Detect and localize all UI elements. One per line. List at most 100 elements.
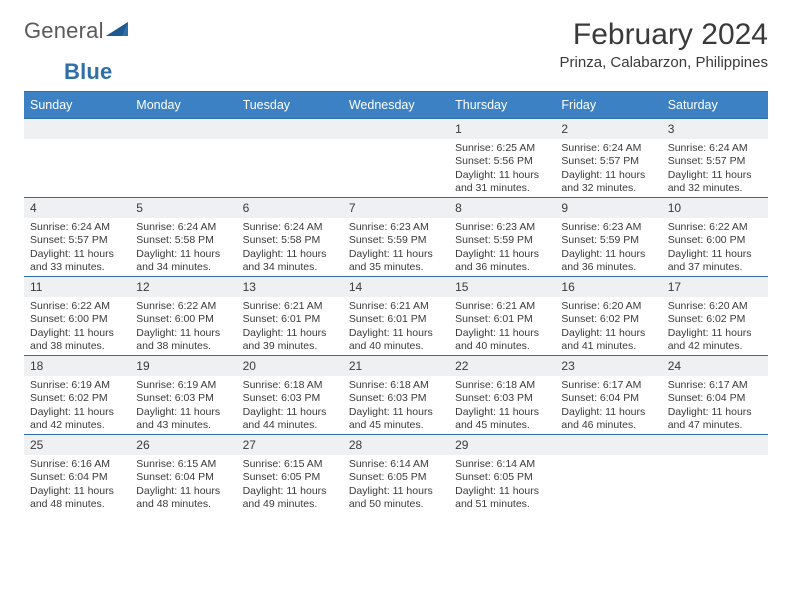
daylight-text: and 43 minutes. bbox=[136, 419, 230, 432]
day-number: 18 bbox=[24, 356, 130, 376]
day-body: Sunrise: 6:22 AMSunset: 6:00 PMDaylight:… bbox=[662, 218, 768, 276]
sunrise-text: Sunrise: 6:22 AM bbox=[30, 300, 124, 313]
day-number: 20 bbox=[237, 356, 343, 376]
day-body bbox=[24, 139, 130, 197]
sunset-text: Sunset: 6:00 PM bbox=[30, 313, 124, 326]
daylight-text: Daylight: 11 hours bbox=[136, 248, 230, 261]
day-number: 5 bbox=[130, 198, 236, 218]
day-number: 10 bbox=[662, 198, 768, 218]
day-header-row: Sunday Monday Tuesday Wednesday Thursday… bbox=[24, 92, 768, 118]
sunset-text: Sunset: 6:02 PM bbox=[668, 313, 762, 326]
daylight-text: Daylight: 11 hours bbox=[136, 406, 230, 419]
day-body bbox=[662, 455, 768, 513]
day-number: 21 bbox=[343, 356, 449, 376]
daylight-text: and 34 minutes. bbox=[136, 261, 230, 274]
day-number: 29 bbox=[449, 435, 555, 455]
day-body: Sunrise: 6:24 AMSunset: 5:57 PMDaylight:… bbox=[662, 139, 768, 197]
sunrise-text: Sunrise: 6:14 AM bbox=[455, 458, 549, 471]
day-body: Sunrise: 6:19 AMSunset: 6:03 PMDaylight:… bbox=[130, 376, 236, 434]
day-body: Sunrise: 6:22 AMSunset: 6:00 PMDaylight:… bbox=[24, 297, 130, 355]
daylight-text: and 44 minutes. bbox=[243, 419, 337, 432]
day-number: 8 bbox=[449, 198, 555, 218]
calendar-page: General February 2024 Prinza, Calabarzon… bbox=[0, 0, 792, 523]
day-number: 13 bbox=[237, 277, 343, 297]
daylight-text: and 49 minutes. bbox=[243, 498, 337, 511]
daylight-text: and 42 minutes. bbox=[668, 340, 762, 353]
daylight-text: and 35 minutes. bbox=[349, 261, 443, 274]
daylight-text: Daylight: 11 hours bbox=[668, 327, 762, 340]
daybody-row: Sunrise: 6:24 AMSunset: 5:57 PMDaylight:… bbox=[24, 218, 768, 276]
day-number bbox=[130, 119, 236, 139]
sunset-text: Sunset: 5:59 PM bbox=[455, 234, 549, 247]
daylight-text: and 45 minutes. bbox=[455, 419, 549, 432]
day-body: Sunrise: 6:19 AMSunset: 6:02 PMDaylight:… bbox=[24, 376, 130, 434]
sunset-text: Sunset: 6:04 PM bbox=[668, 392, 762, 405]
day-number: 4 bbox=[24, 198, 130, 218]
daylight-text: and 40 minutes. bbox=[455, 340, 549, 353]
day-number: 12 bbox=[130, 277, 236, 297]
sunset-text: Sunset: 6:01 PM bbox=[243, 313, 337, 326]
daylight-text: Daylight: 11 hours bbox=[561, 406, 655, 419]
daylight-text: and 32 minutes. bbox=[561, 182, 655, 195]
daylight-text: Daylight: 11 hours bbox=[455, 248, 549, 261]
day-body: Sunrise: 6:21 AMSunset: 6:01 PMDaylight:… bbox=[237, 297, 343, 355]
day-number bbox=[24, 119, 130, 139]
daybody-row: Sunrise: 6:19 AMSunset: 6:02 PMDaylight:… bbox=[24, 376, 768, 434]
day-body: Sunrise: 6:24 AMSunset: 5:57 PMDaylight:… bbox=[24, 218, 130, 276]
day-number: 19 bbox=[130, 356, 236, 376]
sunset-text: Sunset: 6:05 PM bbox=[243, 471, 337, 484]
sunrise-text: Sunrise: 6:16 AM bbox=[30, 458, 124, 471]
day-body: Sunrise: 6:20 AMSunset: 6:02 PMDaylight:… bbox=[662, 297, 768, 355]
day-header: Saturday bbox=[662, 92, 768, 118]
day-body: Sunrise: 6:17 AMSunset: 6:04 PMDaylight:… bbox=[555, 376, 661, 434]
daynum-row: 11121314151617 bbox=[24, 277, 768, 297]
daynum-row: 123 bbox=[24, 119, 768, 139]
day-number: 27 bbox=[237, 435, 343, 455]
daylight-text: Daylight: 11 hours bbox=[455, 169, 549, 182]
day-number: 23 bbox=[555, 356, 661, 376]
sunset-text: Sunset: 5:59 PM bbox=[561, 234, 655, 247]
day-number: 17 bbox=[662, 277, 768, 297]
sunset-text: Sunset: 6:03 PM bbox=[455, 392, 549, 405]
day-body: Sunrise: 6:17 AMSunset: 6:04 PMDaylight:… bbox=[662, 376, 768, 434]
day-number bbox=[237, 119, 343, 139]
sunrise-text: Sunrise: 6:18 AM bbox=[349, 379, 443, 392]
sunrise-text: Sunrise: 6:19 AM bbox=[136, 379, 230, 392]
daylight-text: Daylight: 11 hours bbox=[455, 406, 549, 419]
sunrise-text: Sunrise: 6:24 AM bbox=[668, 142, 762, 155]
day-number bbox=[555, 435, 661, 455]
day-body: Sunrise: 6:24 AMSunset: 5:57 PMDaylight:… bbox=[555, 139, 661, 197]
sunset-text: Sunset: 5:57 PM bbox=[668, 155, 762, 168]
day-number: 6 bbox=[237, 198, 343, 218]
day-number: 24 bbox=[662, 356, 768, 376]
sunrise-text: Sunrise: 6:19 AM bbox=[30, 379, 124, 392]
sunset-text: Sunset: 6:03 PM bbox=[243, 392, 337, 405]
sunrise-text: Sunrise: 6:24 AM bbox=[243, 221, 337, 234]
daylight-text: and 34 minutes. bbox=[243, 261, 337, 274]
sunrise-text: Sunrise: 6:24 AM bbox=[561, 142, 655, 155]
day-body: Sunrise: 6:21 AMSunset: 6:01 PMDaylight:… bbox=[449, 297, 555, 355]
daylight-text: and 36 minutes. bbox=[455, 261, 549, 274]
day-number: 28 bbox=[343, 435, 449, 455]
day-header: Wednesday bbox=[343, 92, 449, 118]
day-body: Sunrise: 6:21 AMSunset: 6:01 PMDaylight:… bbox=[343, 297, 449, 355]
month-title: February 2024 bbox=[560, 18, 768, 52]
daylight-text: and 32 minutes. bbox=[668, 182, 762, 195]
day-body: Sunrise: 6:23 AMSunset: 5:59 PMDaylight:… bbox=[449, 218, 555, 276]
sunset-text: Sunset: 6:01 PM bbox=[455, 313, 549, 326]
daylight-text: Daylight: 11 hours bbox=[243, 485, 337, 498]
sunrise-text: Sunrise: 6:22 AM bbox=[136, 300, 230, 313]
day-number: 2 bbox=[555, 119, 661, 139]
day-number: 25 bbox=[24, 435, 130, 455]
day-body: Sunrise: 6:16 AMSunset: 6:04 PMDaylight:… bbox=[24, 455, 130, 513]
sunset-text: Sunset: 5:56 PM bbox=[455, 155, 549, 168]
day-body: Sunrise: 6:24 AMSunset: 5:58 PMDaylight:… bbox=[237, 218, 343, 276]
sunset-text: Sunset: 5:57 PM bbox=[561, 155, 655, 168]
calendar-grid: Sunday Monday Tuesday Wednesday Thursday… bbox=[24, 91, 768, 513]
day-number: 15 bbox=[449, 277, 555, 297]
daylight-text: and 37 minutes. bbox=[668, 261, 762, 274]
daylight-text: Daylight: 11 hours bbox=[243, 327, 337, 340]
day-body: Sunrise: 6:15 AMSunset: 6:04 PMDaylight:… bbox=[130, 455, 236, 513]
sunset-text: Sunset: 6:05 PM bbox=[455, 471, 549, 484]
daylight-text: Daylight: 11 hours bbox=[30, 327, 124, 340]
